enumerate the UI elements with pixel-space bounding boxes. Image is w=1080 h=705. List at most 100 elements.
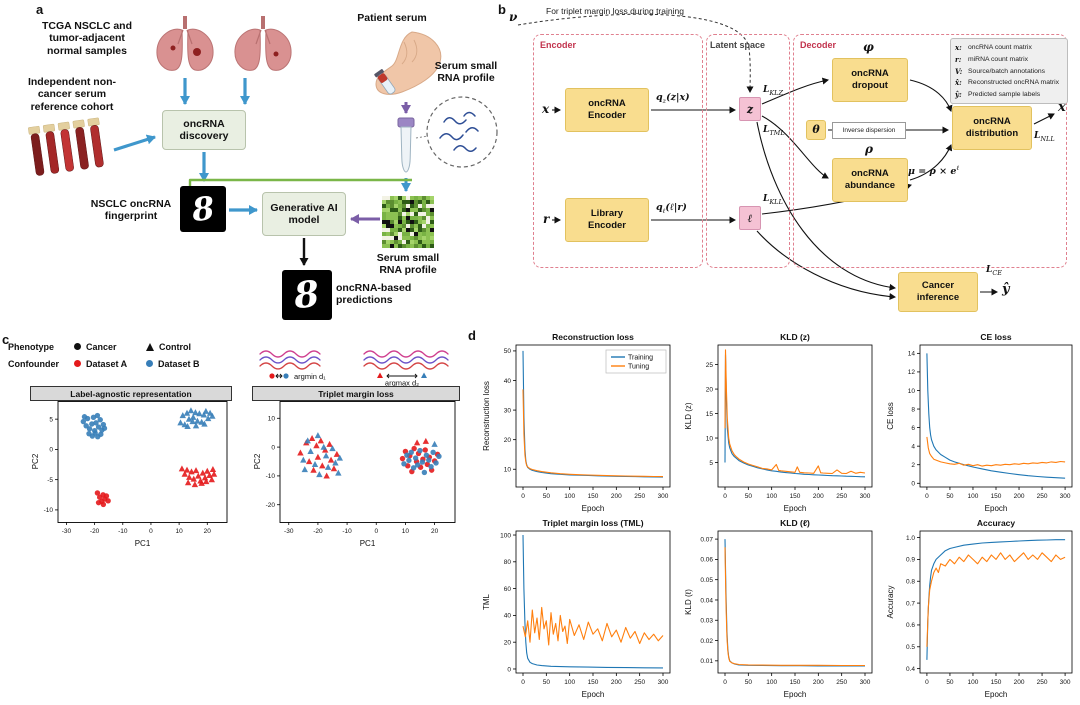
notation-legend: x: oncRNA count matrix r: miRNA count matr…: [950, 38, 1068, 104]
svg-text:200: 200: [1014, 679, 1025, 686]
legend-row: x̂: Reconstructed oncRNA matrix: [955, 78, 1060, 88]
chart-kld-l: 0 50 100 150 200 250 300 0.01 0.02 0.03 0.04 0.05 0.…: [682, 516, 878, 700]
cancer-marker-icon: [74, 343, 81, 350]
hand-icon: [374, 31, 442, 95]
prediction-digit-image: 8: [282, 270, 332, 320]
scatter-canvas: -30 -20 -10 0 10 20 -10 -5 0 5 PC1 PC2: [31, 401, 228, 548]
decoder-region-label: Decoder: [800, 40, 837, 50]
svg-text:40: 40: [504, 378, 512, 385]
svg-text:200: 200: [813, 679, 824, 686]
svg-text:250: 250: [836, 493, 847, 500]
panel-c-label: c: [2, 332, 10, 347]
legend-row: r: miRNA count matrix: [955, 54, 1029, 64]
dataset-a-marker-icon: [74, 360, 81, 367]
svg-text:100: 100: [766, 493, 777, 500]
chart-canvas: 0 50 100 150 200 250 300 0 2 4 6 8 10 12 14 CE loss Epoc…: [886, 332, 1073, 513]
svg-text:150: 150: [588, 679, 599, 686]
svg-text:0: 0: [271, 444, 275, 451]
confounder-label: Confounder: [8, 358, 59, 369]
svg-text:Epoch: Epoch: [582, 690, 605, 699]
chart-canvas: 0 50 100 150 200 250 300 10 20 30 40 50 Reconstructi…: [482, 332, 671, 513]
control-marker-icon: [146, 342, 154, 351]
fingerprint-digit-image: 8: [180, 186, 226, 232]
svg-text:CE loss: CE loss: [980, 332, 1011, 342]
svg-text:100: 100: [500, 532, 511, 539]
svg-text:0.05: 0.05: [700, 577, 713, 584]
svg-text:Reconstruction loss: Reconstruction loss: [552, 332, 634, 342]
rho-symbol: ρ: [865, 142, 873, 156]
svg-text:300: 300: [658, 679, 669, 686]
oncrna-abundance-box: oncRNA abundance: [832, 158, 908, 202]
chart-canvas: 0 50 100 150 200 250 300 0.4 0.5 0.6 0.7 0.8 0.9 1.0 A…: [886, 518, 1073, 699]
serum-tubes-icon: [28, 117, 104, 176]
digit-glyph: 8: [189, 188, 217, 230]
svg-text:50: 50: [504, 348, 512, 355]
fingerprint-label: NSCLC oncRNA fingerprint: [90, 198, 172, 223]
svg-text:50: 50: [543, 679, 551, 686]
svg-text:0.04: 0.04: [700, 597, 713, 604]
svg-text:0: 0: [374, 528, 378, 535]
cancer-label: Cancer: [86, 341, 117, 352]
panel-b-label: b: [498, 2, 506, 17]
digit-glyph: 8: [292, 272, 322, 318]
svg-text:40: 40: [504, 613, 512, 620]
svg-text:200: 200: [1014, 493, 1025, 500]
svg-text:CE loss: CE loss: [886, 402, 895, 430]
svg-text:0.02: 0.02: [700, 638, 713, 645]
svg-text:20: 20: [706, 386, 714, 393]
svg-text:-10: -10: [44, 507, 54, 514]
svg-text:300: 300: [860, 679, 871, 686]
svg-text:100: 100: [968, 679, 979, 686]
encoder-region: [533, 34, 703, 268]
input-x: x: [542, 102, 550, 116]
svg-text:0.03: 0.03: [700, 618, 713, 625]
svg-text:0.4: 0.4: [906, 666, 915, 673]
svg-text:250: 250: [1037, 679, 1048, 686]
svg-text:0.06: 0.06: [700, 557, 713, 564]
svg-text:150: 150: [588, 493, 599, 500]
scatter-canvas: -30 -20 -10 0 10 20 -20 -10 0 10 PC1 PC2: [253, 401, 456, 548]
chart-kld-z: 0 50 100 150 200 250 300 5 10 15 20 25 KLD (z) Epoch K…: [682, 330, 878, 514]
svg-text:0.6: 0.6: [906, 622, 915, 629]
svg-text:Epoch: Epoch: [985, 504, 1008, 513]
svg-text:0: 0: [521, 679, 525, 686]
panel-d-label: d: [468, 328, 476, 343]
legend-row: ŷ: Predicted sample labels: [955, 90, 1041, 100]
svg-text:250: 250: [1037, 493, 1048, 500]
latent-z-box: z: [739, 97, 761, 121]
cancer-inference-box: Cancer inference: [898, 272, 978, 312]
svg-text:Epoch: Epoch: [784, 690, 807, 699]
svg-text:Accuracy: Accuracy: [977, 518, 1016, 528]
inverse-dispersion-label: Inverse dispersion: [832, 121, 906, 139]
svg-text:PC1: PC1: [360, 539, 376, 548]
control-label: Control: [159, 341, 191, 352]
reference-cohort-label: Independent non- cancer serum reference …: [27, 76, 117, 113]
svg-text:PC2: PC2: [253, 453, 262, 469]
serum-profile-label-bottom: Serum small RNA profile: [376, 252, 440, 277]
y-hat-symbol: ŷ: [1002, 282, 1010, 297]
legend-row: x: oncRNA count matrix: [955, 43, 1032, 52]
triplet-note: For triplet margin loss during training: [546, 6, 684, 16]
svg-text:0: 0: [149, 528, 153, 535]
dataset-a-label: Dataset A: [86, 358, 128, 369]
svg-text:PC1: PC1: [135, 539, 151, 548]
svg-text:-20: -20: [90, 528, 100, 535]
svg-text:100: 100: [564, 493, 575, 500]
phenotype-row: Phenotype Cancer Control: [8, 338, 218, 355]
svg-text:300: 300: [1060, 679, 1071, 686]
legend-row: V: Source/batch annotations: [955, 66, 1046, 76]
loss-ce: LCE: [986, 265, 1003, 277]
svg-text:0: 0: [911, 481, 915, 488]
svg-text:50: 50: [543, 493, 551, 500]
svg-text:Epoch: Epoch: [985, 690, 1008, 699]
svg-text:150: 150: [991, 493, 1002, 500]
oncrna-discovery-box: oncRNA discovery: [162, 110, 246, 150]
plot-title: Label-agnostic representation: [30, 386, 232, 401]
svg-text:Training: Training: [628, 355, 653, 362]
svg-text:0.8: 0.8: [906, 579, 915, 586]
svg-text:0: 0: [49, 447, 53, 454]
svg-text:200: 200: [813, 493, 824, 500]
oncrna-distribution-box: oncRNA distribution: [952, 106, 1032, 150]
svg-text:0.7: 0.7: [906, 600, 915, 607]
svg-text:Epoch: Epoch: [784, 504, 807, 513]
